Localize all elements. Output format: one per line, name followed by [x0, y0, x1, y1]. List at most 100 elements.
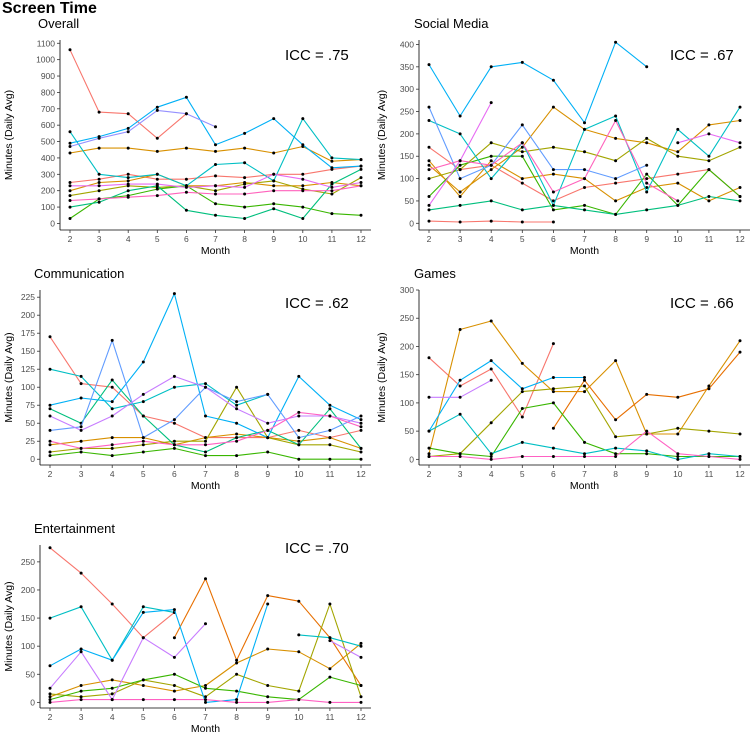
data-point — [738, 141, 742, 145]
data-point — [458, 220, 462, 224]
data-point — [645, 181, 649, 185]
data-point — [583, 203, 586, 207]
data-point — [110, 436, 114, 440]
data-point — [330, 185, 334, 189]
data-point — [738, 199, 742, 203]
data-point — [328, 639, 332, 643]
x-tick-label: 9 — [265, 469, 270, 479]
series-p12 — [427, 119, 680, 203]
icc-annotation: ICC = .75 — [285, 47, 349, 64]
data-point — [79, 650, 83, 654]
series-p4 — [48, 446, 363, 461]
series-p11 — [68, 172, 363, 189]
data-point — [583, 127, 586, 131]
data-point — [359, 655, 363, 659]
data-point — [489, 177, 493, 181]
data-point — [614, 119, 618, 122]
data-point — [427, 203, 431, 207]
data-point — [155, 172, 159, 176]
data-point — [79, 684, 83, 687]
x-tick-label: 3 — [458, 234, 463, 244]
series-p7 — [68, 167, 363, 220]
data-point — [614, 136, 618, 140]
icc-annotation: ICC = .67 — [670, 47, 734, 64]
data-point — [172, 374, 176, 378]
y-tick-label: 300 — [41, 169, 55, 179]
data-point — [583, 384, 586, 388]
data-point — [172, 636, 176, 640]
data-point — [68, 151, 72, 155]
data-point — [583, 150, 586, 154]
series-p2 — [68, 164, 363, 184]
data-point — [738, 195, 742, 198]
x-tick-label: 11 — [325, 469, 334, 479]
data-point — [458, 328, 462, 331]
data-point — [97, 136, 101, 140]
data-point — [243, 182, 247, 186]
data-point — [583, 378, 586, 382]
y-tick-label: 100 — [21, 641, 35, 651]
data-point — [97, 110, 101, 114]
data-point — [48, 428, 52, 432]
data-point — [97, 184, 101, 188]
data-point — [297, 410, 301, 414]
data-point — [266, 594, 270, 598]
data-point — [614, 435, 618, 439]
data-point — [204, 382, 207, 386]
data-point — [184, 208, 188, 212]
data-point — [266, 428, 270, 432]
data-point — [204, 622, 207, 626]
data-point — [235, 439, 239, 443]
x-tick-label: 3 — [79, 469, 84, 479]
data-point — [328, 443, 332, 447]
panel-title: Social Media — [414, 16, 489, 31]
data-point — [204, 700, 207, 704]
data-point — [551, 145, 555, 149]
data-point — [68, 130, 72, 134]
data-point — [676, 203, 680, 207]
data-point — [48, 698, 52, 702]
y-tick-label: 100 — [400, 174, 414, 184]
data-point — [68, 189, 72, 193]
data-point — [520, 145, 524, 149]
data-point — [614, 452, 618, 456]
series-line — [49, 606, 175, 661]
data-point — [243, 161, 247, 165]
data-point — [738, 186, 742, 189]
data-point — [141, 678, 145, 682]
data-point — [297, 443, 301, 447]
data-point — [427, 119, 431, 122]
x-tick-label: 6 — [551, 469, 556, 479]
series-line — [49, 368, 268, 410]
data-point — [330, 192, 334, 196]
data-point — [520, 150, 524, 154]
data-point — [489, 168, 493, 172]
series-p4 — [427, 159, 742, 203]
data-point — [266, 436, 270, 440]
y-tick-label: 100 — [21, 382, 35, 392]
data-point — [328, 436, 332, 440]
data-point — [458, 378, 462, 382]
data-point — [110, 698, 114, 702]
data-point — [235, 661, 239, 665]
x-tick-label: 2 — [427, 234, 432, 244]
data-point — [489, 199, 493, 203]
data-point — [583, 168, 586, 172]
data-point — [184, 146, 188, 150]
data-point — [97, 197, 101, 201]
data-point — [126, 130, 130, 134]
data-point — [359, 181, 363, 184]
data-point — [458, 384, 462, 388]
data-point — [645, 65, 649, 69]
x-tick-label: 8 — [234, 712, 239, 722]
series-p7 — [427, 359, 586, 433]
data-point — [48, 695, 52, 699]
data-point — [110, 678, 114, 682]
data-point — [359, 450, 363, 454]
y-axis-label: Minutes (Daily Avg) — [376, 90, 388, 180]
panel-title: Overall — [38, 16, 79, 31]
data-point — [110, 602, 114, 606]
y-axis-label: Minutes (Daily Avg) — [3, 581, 15, 671]
data-point — [551, 387, 555, 391]
y-tick-label: 75 — [26, 400, 36, 410]
